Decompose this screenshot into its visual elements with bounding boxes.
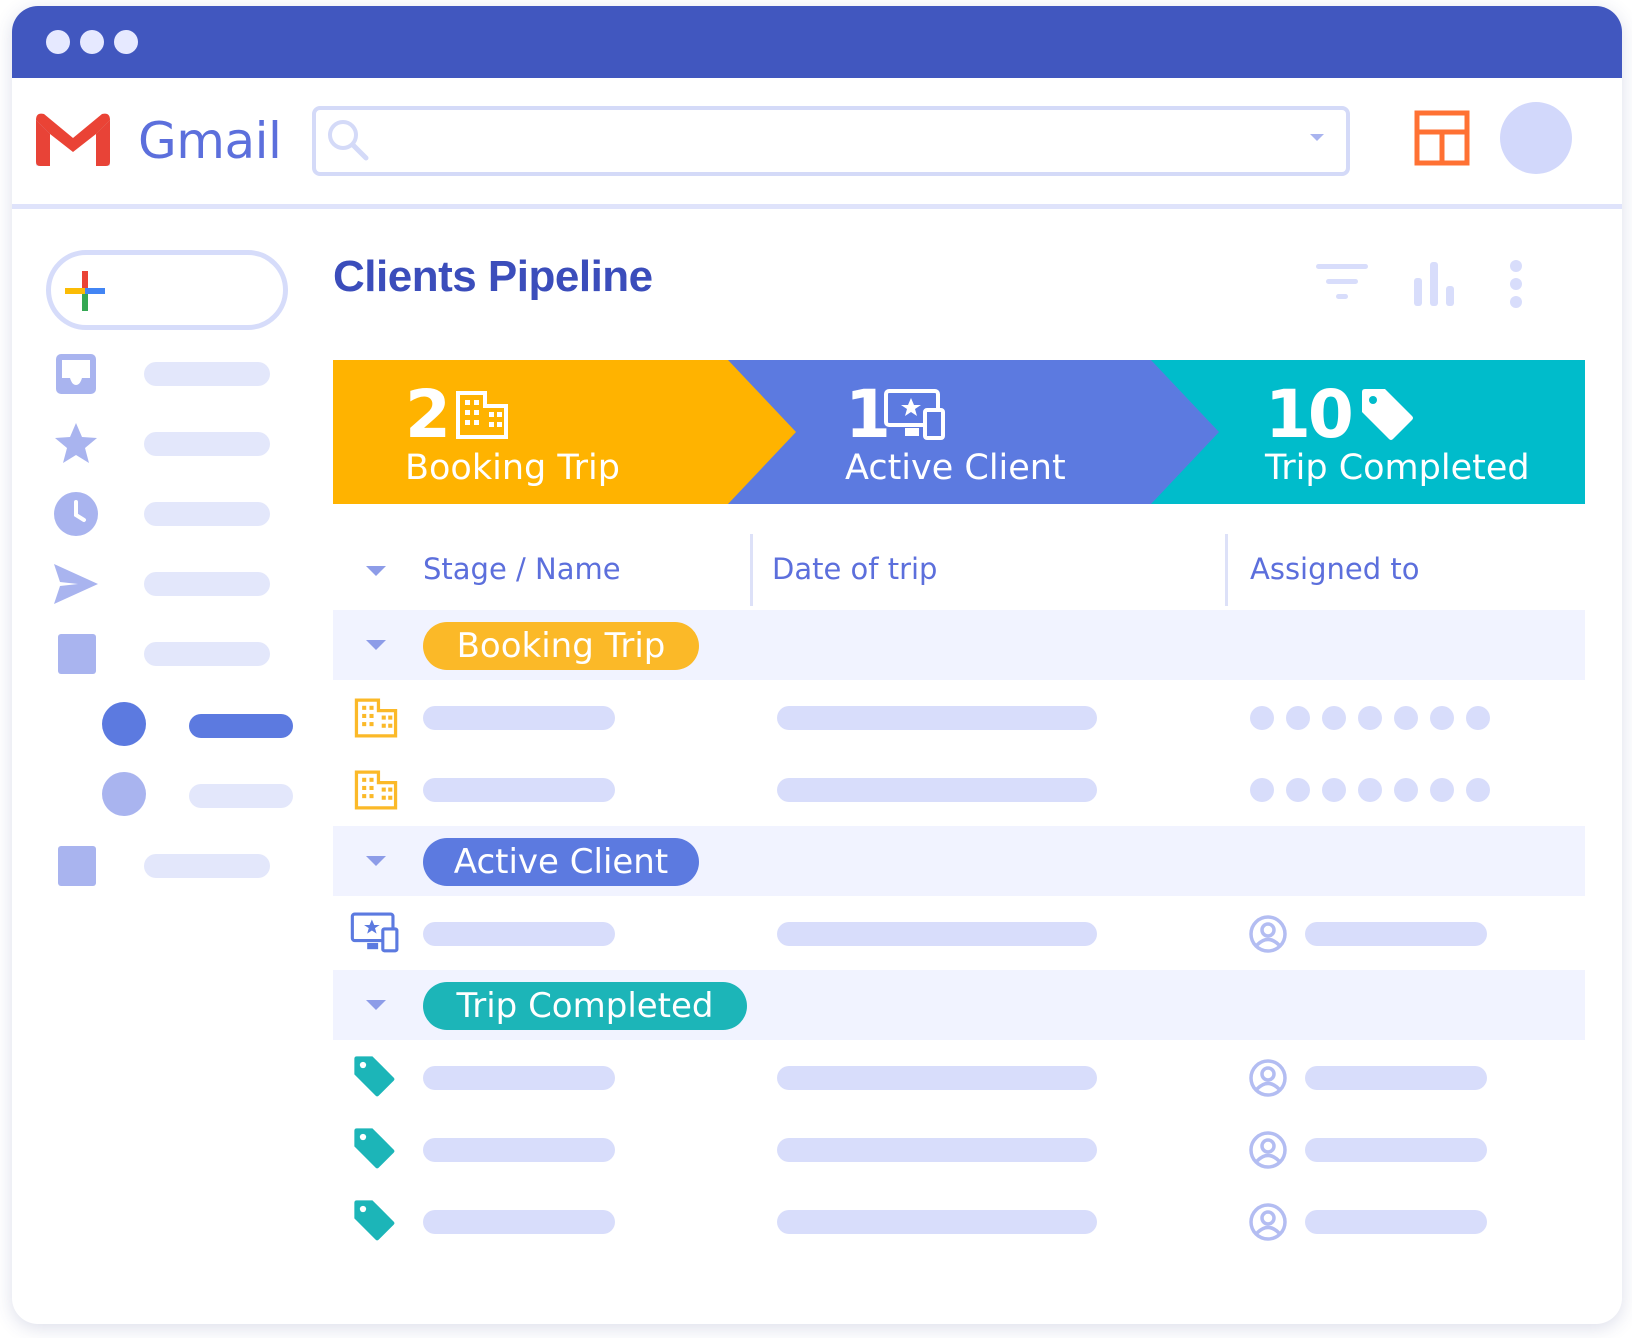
table-row-date [777,922,1097,946]
layout-icon[interactable] [1414,110,1470,166]
table-row-name[interactable] [423,778,615,802]
table-row-name[interactable] [423,1066,615,1090]
label-square-icon[interactable] [52,630,100,678]
building-icon [354,770,398,810]
filter-icon[interactable] [1314,262,1370,302]
group-chevron-down-icon[interactable] [366,856,386,866]
more-vert-icon[interactable] [1508,258,1524,310]
search-input[interactable] [312,106,1350,176]
sidebar-label[interactable] [189,784,293,808]
table-row-name[interactable] [423,1138,615,1162]
column-header-date[interactable]: Date of trip [772,552,938,586]
sidebar-item-drafts[interactable] [144,642,270,666]
gmail-logo-icon[interactable] [34,110,112,170]
plus-icon [65,271,105,311]
sidebar-label-dot-active[interactable] [102,702,146,746]
clock-icon[interactable] [52,490,100,538]
column-divider[interactable] [750,534,753,606]
devices-star-icon [350,912,399,953]
tag-icon [354,1128,395,1169]
group-chevron-down-icon[interactable] [366,1000,386,1010]
window-dot-close[interactable] [46,30,70,54]
tag-icon [354,1200,395,1241]
group-row-booking[interactable]: Booking Trip [333,610,1585,680]
window-dot-maximize[interactable] [114,30,138,54]
tag-icon [1362,389,1413,440]
window-titlebar [12,6,1622,78]
collapse-all-chevron-down-icon[interactable] [366,566,386,576]
send-icon[interactable] [52,560,100,608]
user-avatar-icon [1249,1203,1287,1241]
building-icon [354,698,398,738]
group-pill-completed: Trip Completed [423,982,747,1030]
pipeline-banner: 2 Booking Trip 1 Active Client 10 Trip C… [333,360,1585,504]
group-row-active[interactable]: Active Client [333,826,1585,896]
user-avatar-icon [1249,915,1287,953]
assignee-name [1305,1138,1487,1162]
window-dot-minimize[interactable] [80,30,104,54]
avatar[interactable] [1500,102,1572,174]
table-row-date [777,778,1097,802]
user-avatar-icon [1249,1059,1287,1097]
assignee-name [1305,922,1487,946]
stage-count-active: 1 [845,376,891,453]
app-brand-name: Gmail [138,112,282,170]
group-pill-booking: Booking Trip [423,622,699,670]
table-row-date [777,1210,1097,1234]
group-chevron-down-icon[interactable] [366,640,386,650]
sidebar-item-starred[interactable] [144,432,270,456]
sidebar-item-inbox[interactable] [144,362,270,386]
sidebar-item-sent[interactable] [144,572,270,596]
user-avatar-icon [1249,1131,1287,1169]
column-header-assigned[interactable]: Assigned to [1250,552,1420,586]
sidebar-label-active[interactable] [189,714,293,738]
table-row-date [777,706,1097,730]
inbox-icon[interactable] [52,350,100,398]
assignee-name [1305,1066,1487,1090]
column-header-stage-name[interactable]: Stage / Name [423,552,621,586]
search-options-chevron-down-icon[interactable] [1308,132,1326,144]
table-row-name[interactable] [423,922,615,946]
stage-count-booking: 2 [405,376,451,453]
stage-label-booking: Booking Trip [405,448,620,488]
pipeline-stage-active-bg [728,360,1219,504]
building-icon [456,391,508,439]
table-row-date [777,1138,1097,1162]
chart-icon[interactable] [1410,260,1458,306]
devices-star-icon [884,389,945,440]
column-divider[interactable] [1225,534,1228,606]
stage-count-completed: 10 [1265,376,1354,453]
label-square-icon-2[interactable] [52,842,100,890]
table-row-name[interactable] [423,1210,615,1234]
group-pill-active: Active Client [423,838,699,886]
table-row-date [777,1066,1097,1090]
compose-button[interactable] [46,250,288,330]
stage-label-active: Active Client [845,448,1066,488]
table-row-name[interactable] [423,706,615,730]
page-title: Clients Pipeline [333,252,653,301]
sidebar-item-more[interactable] [144,854,270,878]
sidebar-item-snoozed[interactable] [144,502,270,526]
star-icon[interactable] [52,420,100,468]
tag-icon [354,1056,395,1097]
pipeline-stage-completed-bg-mask [333,360,796,504]
search-icon [328,120,369,161]
sidebar-label-dot[interactable] [102,772,146,816]
group-row-completed[interactable]: Trip Completed [333,970,1585,1040]
stage-label-completed: Trip Completed [1265,448,1530,488]
assignee-name [1305,1210,1487,1234]
